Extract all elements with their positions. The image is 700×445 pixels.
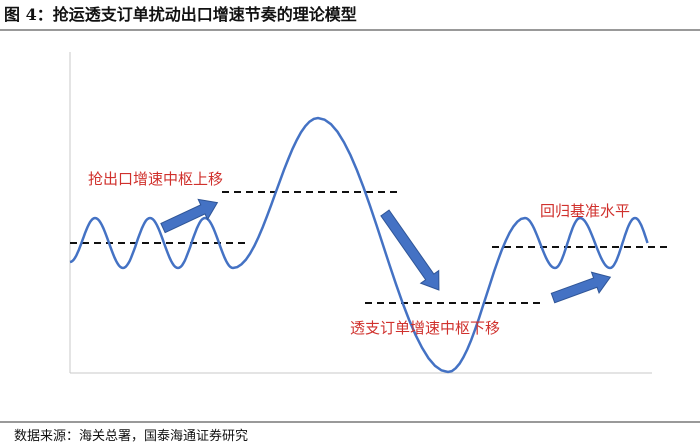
- source: 数据来源：海关总署，国泰海通证券研究: [14, 428, 248, 444]
- arrow-up: [160, 198, 219, 234]
- arrow-down: [380, 209, 440, 291]
- title: 图 4：抢运透支订单扰动出口增速节奏的理论模型: [4, 5, 357, 24]
- wave-curve: [69, 116, 649, 374]
- annotation: 回归基准水平: [540, 202, 630, 220]
- arrows: [160, 198, 612, 304]
- levels: [70, 191, 667, 304]
- annotation: 抢出口增速中枢上移: [88, 170, 223, 188]
- annotation: 透支订单增速中枢下移: [350, 319, 500, 337]
- arrow-return: [550, 271, 612, 304]
